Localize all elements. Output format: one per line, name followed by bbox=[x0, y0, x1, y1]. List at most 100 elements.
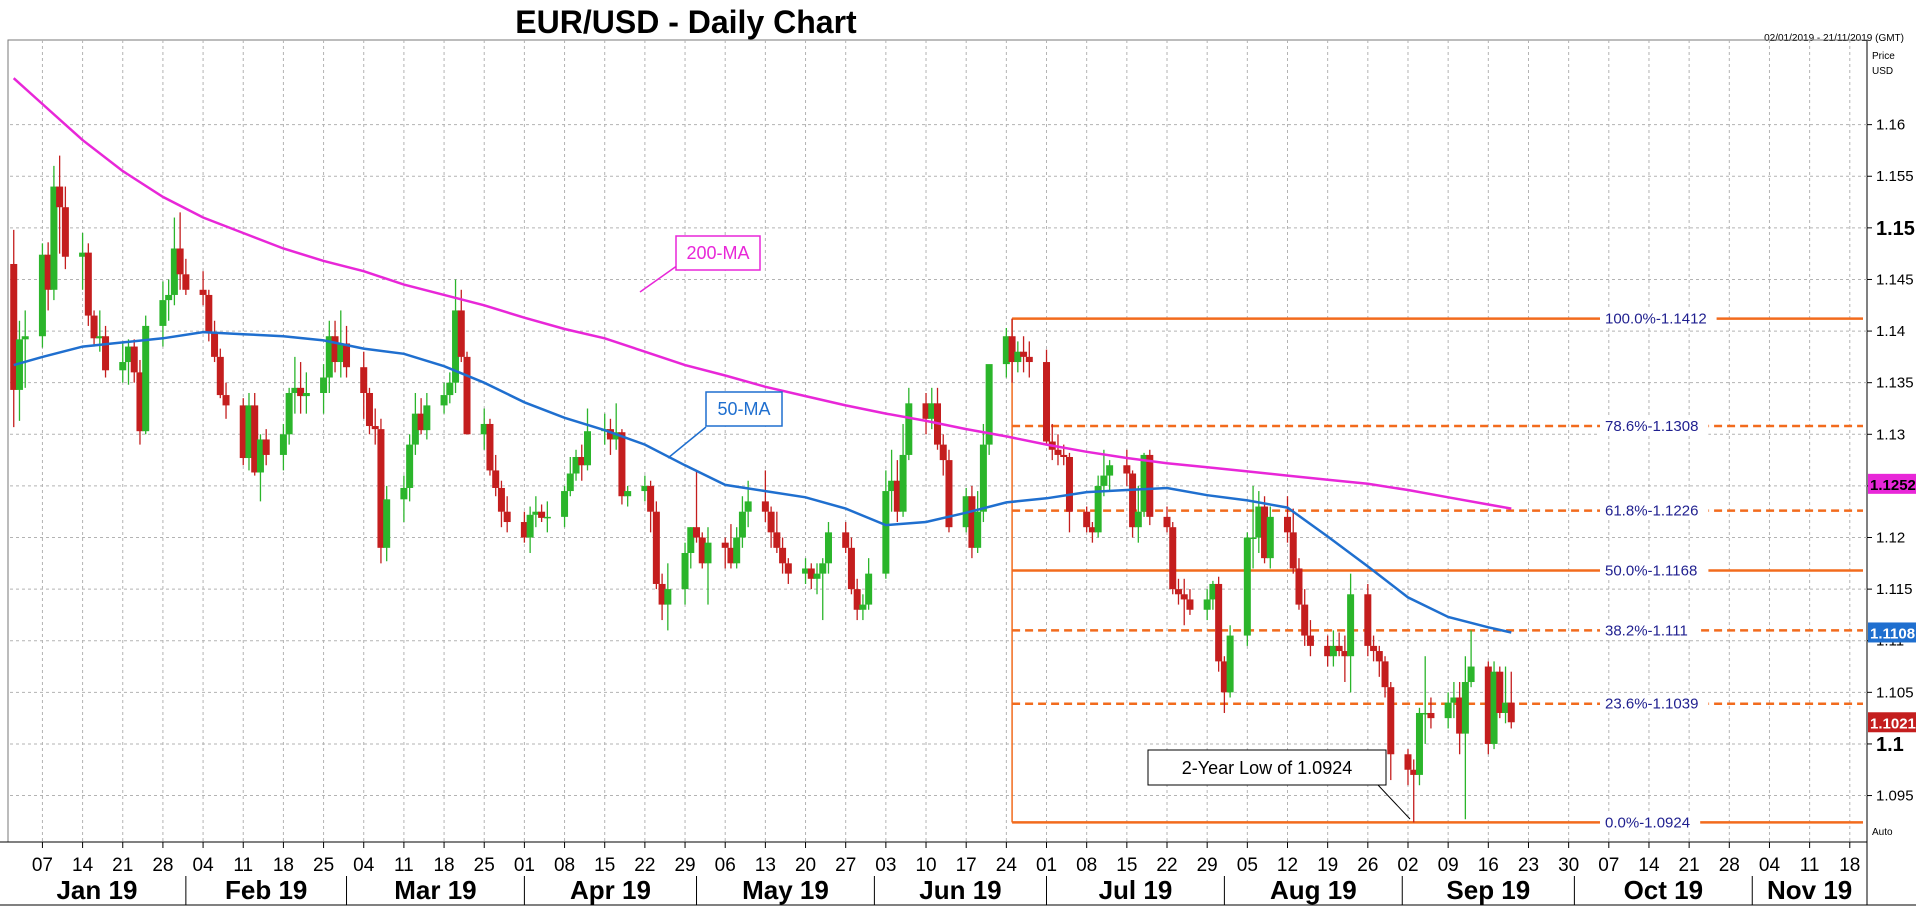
candle-body bbox=[693, 527, 701, 538]
x-tick-label: 05 bbox=[1237, 855, 1258, 876]
candle-body bbox=[704, 542, 712, 564]
x-tick-label: 04 bbox=[193, 855, 215, 876]
x-tick-label: 29 bbox=[674, 855, 695, 876]
x-tick-label: 11 bbox=[394, 855, 414, 876]
fib-level-label: 61.8%-1.1226 bbox=[1605, 503, 1698, 520]
y-tick-label: 1.14 bbox=[1876, 323, 1905, 340]
ma200-label: 200-MA bbox=[686, 243, 749, 263]
candle-body bbox=[285, 393, 293, 435]
candle-body bbox=[406, 444, 414, 488]
candle-body bbox=[1295, 568, 1303, 605]
candle-body bbox=[176, 248, 184, 275]
x-tick-label: 16 bbox=[1478, 855, 1499, 876]
candle-body bbox=[411, 413, 419, 445]
candle-body bbox=[1375, 651, 1383, 662]
x-tick-label: 25 bbox=[474, 855, 495, 876]
candle-body bbox=[256, 439, 264, 473]
candle-body bbox=[1467, 666, 1475, 683]
candle-body bbox=[320, 377, 328, 394]
candle-body bbox=[1146, 454, 1154, 517]
candle-body bbox=[1186, 599, 1194, 610]
fibonacci-levels: 100.0%-1.1412 78.6%-1.1308 61.8%-1.1226 50.… bbox=[1011, 309, 1863, 832]
price-tag-label: 1.1252 bbox=[1870, 477, 1916, 494]
candle-body bbox=[44, 254, 52, 290]
candle-body bbox=[325, 336, 333, 378]
y-tick-label: 1.12 bbox=[1876, 530, 1905, 547]
candle-body bbox=[652, 511, 660, 584]
x-tick-label: 15 bbox=[1116, 855, 1137, 876]
ma50-label: 50-MA bbox=[717, 399, 770, 419]
candle-body bbox=[182, 274, 190, 290]
candle-body bbox=[343, 343, 351, 368]
candle-body bbox=[302, 393, 310, 397]
candle-body bbox=[1043, 362, 1051, 442]
candle-body bbox=[905, 403, 913, 455]
x-tick-label: 18 bbox=[1839, 855, 1860, 876]
x-tick-label: 25 bbox=[313, 855, 334, 876]
y-tick-label: 1.13 bbox=[1876, 426, 1905, 443]
candle-body bbox=[1163, 516, 1171, 528]
candle-body bbox=[102, 336, 110, 371]
candle-body bbox=[56, 186, 64, 208]
fib-label-bg bbox=[1600, 621, 1701, 640]
x-tick-label: 09 bbox=[1438, 855, 1459, 876]
month-label: Sep 19 bbox=[1446, 875, 1530, 905]
candle-body bbox=[199, 289, 207, 295]
month-label: Apr 19 bbox=[570, 875, 651, 905]
candle-body bbox=[939, 444, 947, 461]
month-label: May 19 bbox=[742, 875, 829, 905]
candle-body bbox=[922, 403, 930, 419]
candle-body bbox=[251, 405, 259, 473]
fib-level-label: 50.0%-1.1168 bbox=[1605, 563, 1697, 580]
candle-body bbox=[1215, 583, 1223, 662]
candle-body bbox=[664, 589, 672, 605]
price-tag-bg bbox=[1868, 712, 1916, 733]
candle-body bbox=[239, 405, 247, 459]
candle-body bbox=[543, 516, 551, 519]
x-tick-label: 22 bbox=[634, 855, 655, 876]
price-axis-unit: USD bbox=[1872, 66, 1893, 77]
auto-scale-label[interactable]: Auto bbox=[1872, 827, 1893, 838]
y-axis-ticks: 1.0951.11.1051.111.1151.121.1251.131.135… bbox=[1867, 117, 1915, 805]
candle-body bbox=[928, 403, 936, 419]
candle-body bbox=[888, 480, 896, 492]
candle-body bbox=[360, 367, 368, 394]
ma50-callout-line bbox=[667, 426, 707, 459]
ma200-line bbox=[12, 77, 1512, 510]
candle-body bbox=[1014, 351, 1022, 363]
candle-body bbox=[733, 537, 741, 564]
x-tick-label: 06 bbox=[715, 855, 736, 876]
x-tick-label: 13 bbox=[755, 855, 776, 876]
x-tick-label: 03 bbox=[875, 855, 896, 876]
candle-body bbox=[612, 432, 620, 440]
candle-body bbox=[647, 485, 655, 512]
candle-body bbox=[205, 294, 213, 334]
candle-body bbox=[61, 207, 69, 257]
candle-body bbox=[10, 263, 18, 390]
y-tick-label: 1.155 bbox=[1876, 168, 1914, 185]
candle-body bbox=[1387, 687, 1395, 755]
candle-body bbox=[1180, 594, 1188, 600]
fib-level-label: 38.2%-1.111 bbox=[1605, 622, 1688, 639]
candle-body bbox=[1507, 702, 1515, 723]
candle-body bbox=[727, 547, 735, 564]
x-tick-label: 22 bbox=[1156, 855, 1177, 876]
candle-body bbox=[1456, 697, 1464, 734]
price-tag-label: 1.1108 bbox=[1870, 625, 1915, 642]
candle-body bbox=[773, 532, 781, 548]
candle-body bbox=[1496, 671, 1504, 713]
candle-body bbox=[1025, 356, 1033, 363]
x-tick-label: 02 bbox=[1397, 855, 1418, 876]
x-tick-label: 26 bbox=[1357, 855, 1378, 876]
candle-body bbox=[90, 315, 98, 339]
candle-body bbox=[457, 310, 465, 357]
ma50-line bbox=[13, 330, 1512, 634]
candle-body bbox=[865, 573, 873, 605]
candle-body bbox=[1324, 645, 1332, 657]
moving-averages bbox=[12, 77, 1512, 634]
candle-body bbox=[1381, 661, 1389, 688]
candle-body bbox=[297, 387, 305, 397]
candle-body bbox=[165, 294, 173, 301]
candle-body bbox=[262, 439, 270, 455]
